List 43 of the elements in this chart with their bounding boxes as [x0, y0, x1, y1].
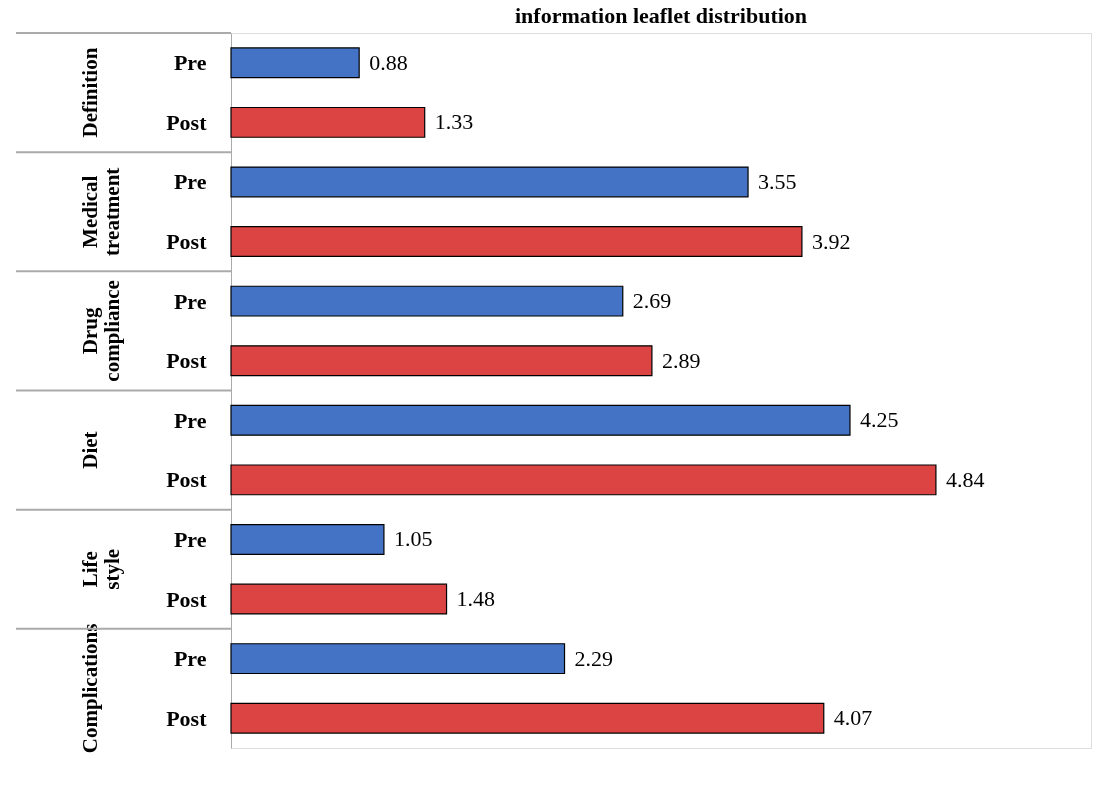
y-tick-label: Pre	[173, 407, 207, 433]
data-label: 4.25	[859, 407, 899, 433]
data-label: 1.05	[393, 526, 433, 552]
bar	[230, 345, 653, 377]
y-tick-label: Post	[166, 109, 208, 135]
y-tick-label: Pre	[173, 526, 207, 552]
y-tick-label: Post	[166, 467, 208, 493]
text: Diet	[78, 431, 102, 469]
bar	[230, 404, 851, 436]
bar	[230, 643, 566, 675]
y-tick-label: Pre	[173, 288, 207, 314]
bar	[230, 47, 360, 79]
y-tick-label: Post	[166, 705, 208, 731]
data-label: 3.92	[811, 228, 851, 254]
bar	[230, 583, 448, 615]
text: Medical treatment	[78, 167, 124, 256]
y-tick-label: Post	[166, 348, 208, 374]
data-label: 4.07	[833, 705, 873, 731]
chart-title: information leaflet distribution	[514, 3, 808, 28]
bar	[230, 523, 385, 555]
text: Drug compliance	[78, 280, 124, 382]
text: Complications	[78, 623, 102, 754]
data-label: 2.69	[632, 288, 672, 314]
data-label: 4.84	[945, 466, 985, 492]
bar	[230, 464, 937, 496]
y-tick-label: Pre	[173, 50, 207, 76]
data-label: 0.88	[369, 49, 408, 75]
text: Definition	[78, 47, 102, 138]
bar	[230, 285, 624, 317]
y-tick-label: Pre	[173, 169, 207, 195]
data-label: 1.48	[456, 586, 496, 612]
text: Life style	[78, 548, 124, 590]
bar	[230, 702, 825, 734]
data-label: 2.29	[574, 645, 614, 671]
y-tick-label: Post	[166, 229, 208, 255]
data-label: 2.89	[661, 347, 701, 373]
y-tick-label: Pre	[173, 646, 207, 672]
data-label: 3.55	[758, 168, 797, 194]
data-label: 1.33	[434, 109, 474, 135]
y-tick-label: Post	[166, 586, 208, 612]
bar	[230, 106, 426, 138]
bar	[230, 226, 803, 258]
bar	[230, 166, 749, 198]
